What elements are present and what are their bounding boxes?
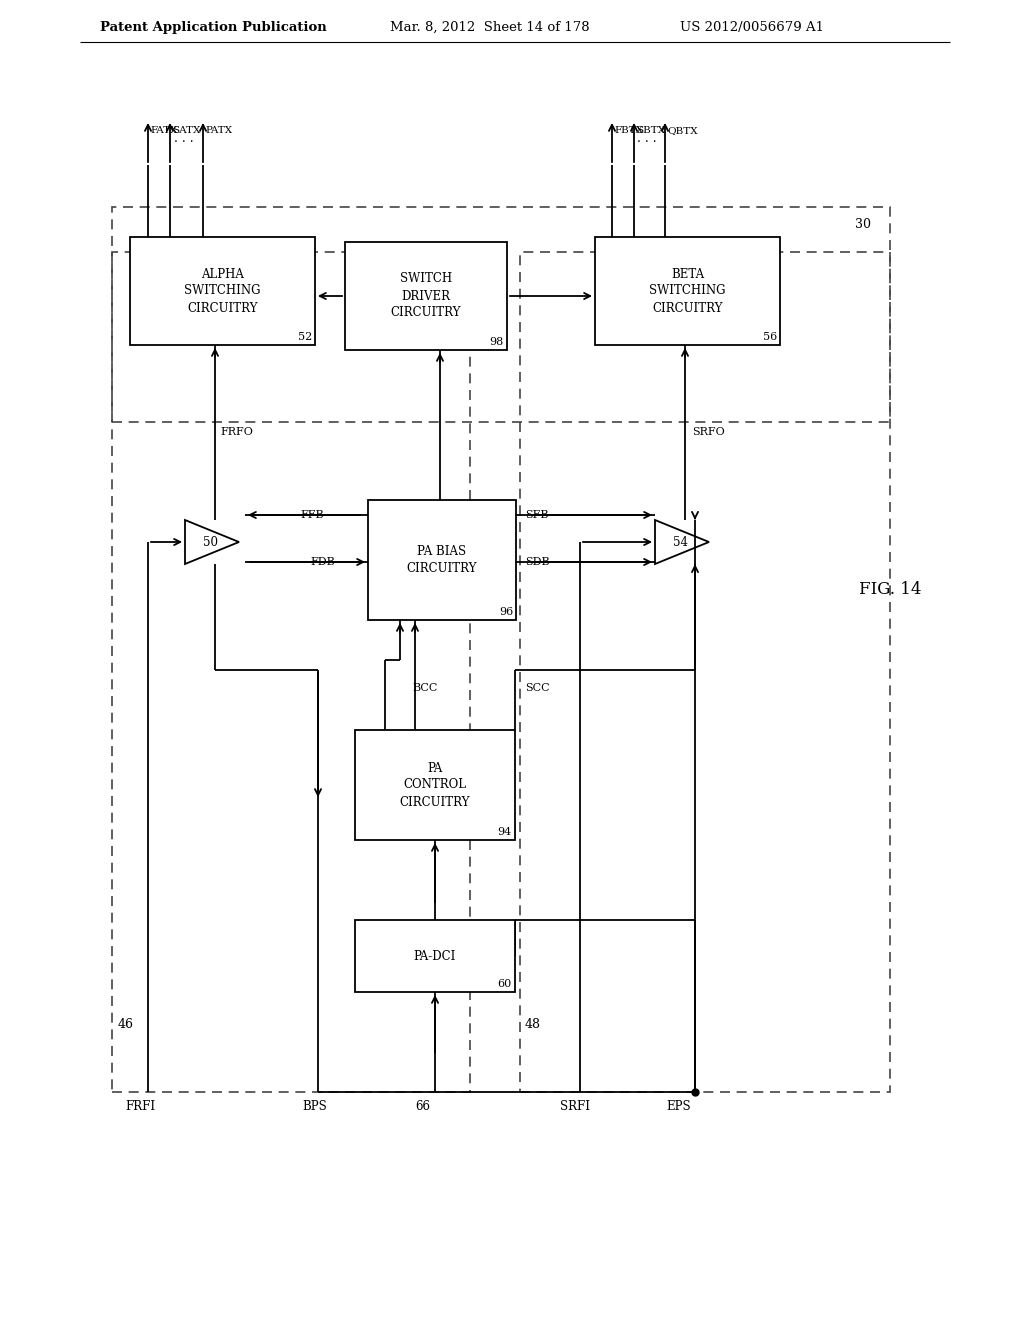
Bar — [345, 242, 507, 350]
Text: SCC: SCC — [525, 682, 550, 693]
Text: ALPHA
SWITCHING
CIRCUITRY: ALPHA SWITCHING CIRCUITRY — [184, 268, 261, 314]
Bar — [130, 238, 315, 345]
Text: Mar. 8, 2012  Sheet 14 of 178: Mar. 8, 2012 Sheet 14 of 178 — [390, 21, 590, 33]
Text: FBTX: FBTX — [614, 125, 643, 135]
Text: PA BIAS
CIRCUITRY: PA BIAS CIRCUITRY — [407, 545, 477, 576]
Text: BCC: BCC — [412, 682, 437, 693]
Text: SDB: SDB — [525, 557, 550, 568]
Text: . . .: . . . — [637, 132, 656, 144]
Bar — [595, 238, 780, 345]
Text: FIG. 14: FIG. 14 — [859, 582, 922, 598]
Text: PA
CONTROL
CIRCUITRY: PA CONTROL CIRCUITRY — [399, 762, 470, 808]
Text: US 2012/0056679 A1: US 2012/0056679 A1 — [680, 21, 824, 33]
Text: SRFI: SRFI — [560, 1101, 590, 1114]
Bar — [355, 920, 515, 993]
Text: FRFO: FRFO — [220, 426, 253, 437]
Text: 48: 48 — [525, 1019, 541, 1031]
Bar — [368, 500, 516, 620]
Text: QBTX: QBTX — [667, 125, 697, 135]
Text: PATX: PATX — [205, 125, 232, 135]
Text: FATX: FATX — [150, 125, 177, 135]
Bar — [520, 252, 890, 1092]
Text: BPS: BPS — [302, 1101, 327, 1114]
Text: 50: 50 — [203, 536, 217, 549]
Text: 56: 56 — [763, 333, 777, 342]
Text: 96: 96 — [499, 607, 513, 616]
Text: 66: 66 — [415, 1101, 430, 1114]
Text: 52: 52 — [298, 333, 312, 342]
Text: . . .: . . . — [174, 132, 194, 144]
Text: FRFI: FRFI — [125, 1101, 155, 1114]
Bar — [112, 207, 890, 422]
Text: SBTX: SBTX — [636, 125, 666, 135]
Text: FDB: FDB — [310, 557, 335, 568]
Text: Patent Application Publication: Patent Application Publication — [100, 21, 327, 33]
Bar — [112, 252, 470, 1092]
Text: 46: 46 — [118, 1019, 134, 1031]
Text: 98: 98 — [489, 337, 504, 347]
Text: 60: 60 — [498, 979, 512, 989]
Text: BETA
SWITCHING
CIRCUITRY: BETA SWITCHING CIRCUITRY — [649, 268, 726, 314]
Text: SWITCH
DRIVER
CIRCUITRY: SWITCH DRIVER CIRCUITRY — [391, 272, 461, 319]
Text: EPS: EPS — [666, 1101, 690, 1114]
Text: SRFO: SRFO — [692, 426, 725, 437]
Text: 54: 54 — [673, 536, 687, 549]
Text: 30: 30 — [855, 219, 871, 231]
Text: PA-DCI: PA-DCI — [414, 949, 456, 962]
Text: FFB: FFB — [300, 510, 324, 520]
Text: SFB: SFB — [525, 510, 549, 520]
Text: 94: 94 — [498, 828, 512, 837]
Bar — [355, 730, 515, 840]
Text: SATX: SATX — [172, 125, 201, 135]
